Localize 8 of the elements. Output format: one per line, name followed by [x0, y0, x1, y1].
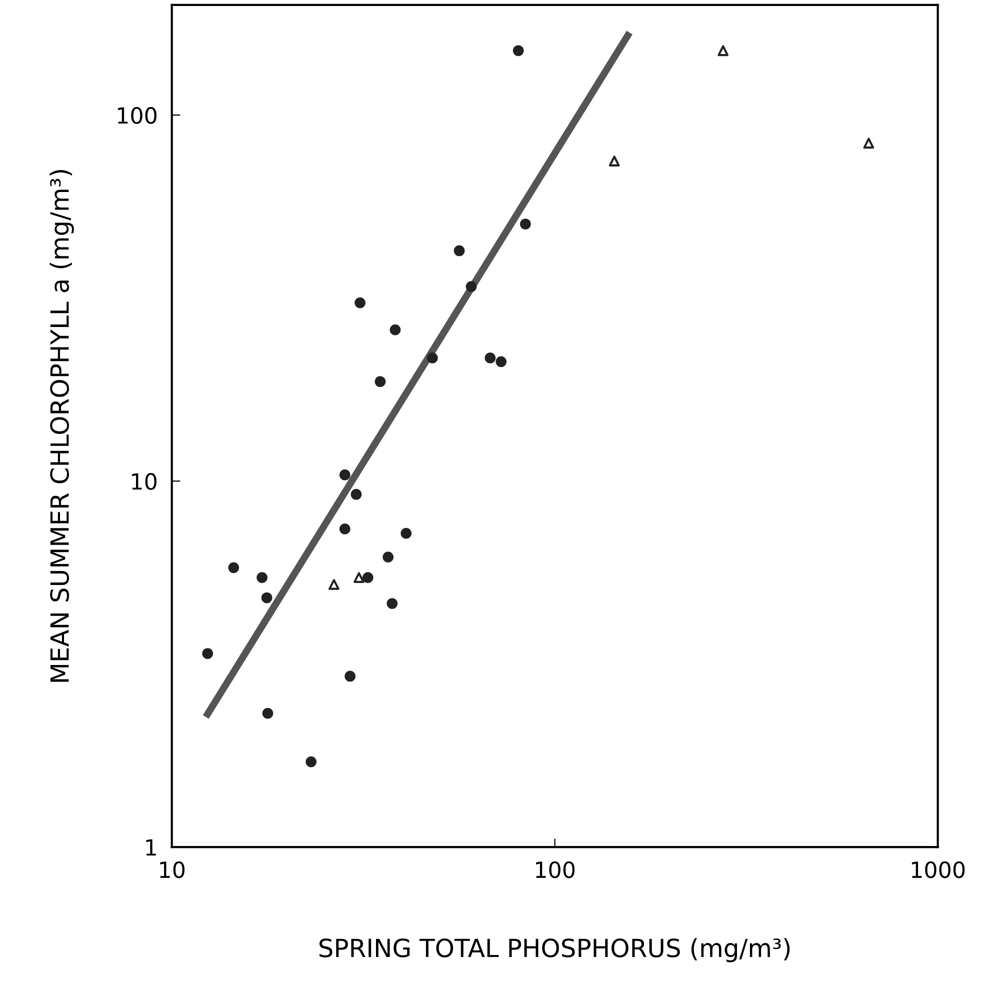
y-axis-title: MEAN SUMMER CHLOROPHYLL a (mg/m³) [50, 170, 74, 682]
x-axis-title: SPRING TOTAL PHOSPHORUS (mg/m³) [320, 938, 790, 962]
y-tick-label: 1 [146, 839, 156, 856]
y-tick-label: 10 [132, 473, 156, 490]
x-tick-label: 1000 [912, 861, 965, 878]
x-tick-label: 10 [160, 861, 185, 878]
y-tick-label: 100 [118, 107, 156, 124]
x-tick-label: 100 [536, 861, 575, 878]
